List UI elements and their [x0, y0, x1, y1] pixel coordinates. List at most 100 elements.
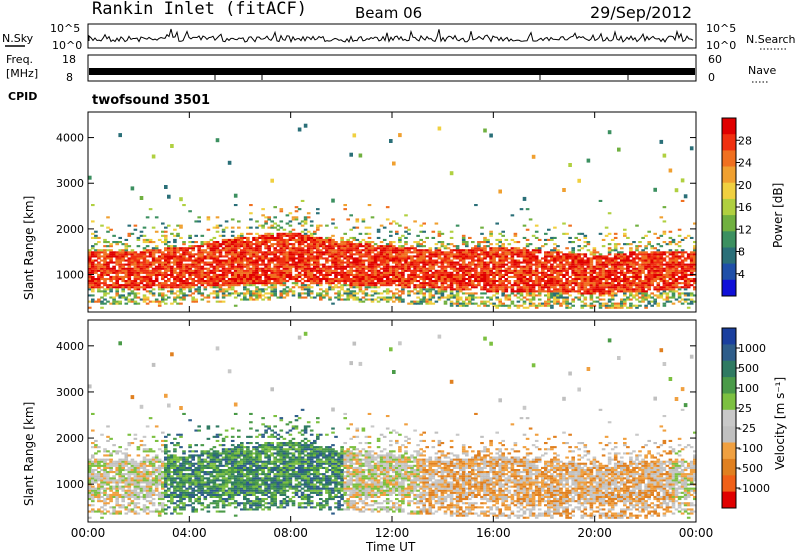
power-cell — [647, 296, 651, 299]
power-cell — [103, 282, 107, 285]
power-cell — [313, 296, 317, 299]
power-cell — [179, 298, 183, 301]
power-cell — [364, 294, 369, 297]
power-cell — [209, 280, 214, 283]
power-cell — [617, 257, 621, 260]
power-cell — [221, 249, 226, 252]
power-cell — [352, 133, 357, 138]
power-cell — [279, 208, 284, 211]
power-cell — [516, 251, 521, 254]
power-cell — [449, 273, 454, 276]
power-cell — [498, 253, 502, 256]
power-cell — [525, 257, 530, 260]
power-cell — [309, 267, 314, 270]
power-cell — [659, 216, 664, 219]
power-cell — [416, 251, 420, 254]
power-cell — [176, 302, 180, 305]
power-cell — [574, 255, 578, 258]
power-cell — [270, 178, 274, 183]
power-cell — [471, 247, 475, 250]
power-cell — [629, 304, 633, 307]
power-cell — [261, 273, 265, 276]
power-cell — [337, 261, 341, 264]
power-cell — [449, 280, 454, 283]
power-cell — [139, 257, 144, 260]
power-cell — [465, 263, 469, 266]
power-cell — [246, 278, 250, 281]
power-cell — [358, 241, 363, 244]
power-cell — [534, 304, 539, 307]
power-cell — [352, 286, 357, 289]
power-cell — [376, 236, 381, 239]
power-cell — [501, 294, 505, 297]
power-cell — [182, 292, 186, 295]
power-cell — [367, 255, 372, 258]
power-cell — [613, 255, 618, 258]
power-cell — [592, 304, 597, 307]
power-cell — [273, 290, 277, 293]
power-cell — [179, 302, 183, 305]
power-cell — [215, 226, 220, 229]
power-cell — [401, 245, 405, 248]
power-cell — [200, 243, 205, 246]
power-cell — [352, 275, 357, 278]
power-cell — [112, 298, 116, 301]
power-cell — [461, 257, 466, 260]
power-cell — [385, 253, 390, 256]
power-cell — [680, 238, 685, 241]
power-cell — [589, 265, 594, 268]
power-cell — [501, 290, 505, 293]
power-cell — [513, 259, 518, 262]
power-cell — [331, 261, 335, 264]
power-cell — [264, 222, 268, 225]
power-cell — [197, 280, 201, 283]
power-cell — [385, 261, 390, 264]
power-cell — [431, 255, 436, 258]
power-cell — [182, 280, 186, 283]
power-cell — [568, 261, 572, 264]
power-cell — [571, 267, 575, 270]
power-cell — [255, 290, 259, 293]
power-cell — [303, 216, 308, 219]
power-cell — [519, 249, 524, 252]
power-cell — [355, 298, 360, 301]
power-cell — [273, 294, 277, 297]
power-cell — [157, 251, 162, 254]
power-cell — [227, 278, 232, 281]
power-cell — [161, 288, 165, 291]
power-cell — [334, 284, 338, 287]
power-cell — [349, 247, 353, 250]
power-cell — [656, 259, 661, 262]
power-cell — [419, 271, 423, 274]
power-cell — [416, 300, 420, 303]
power-cell — [662, 251, 667, 254]
power-cell — [258, 257, 262, 260]
power-cell — [103, 255, 107, 258]
power-cell — [659, 253, 664, 256]
power-cell — [662, 232, 667, 235]
power-cell — [583, 286, 588, 289]
power-cell — [340, 298, 344, 301]
power-cell — [358, 259, 363, 262]
power-cell — [550, 238, 554, 241]
power-cell — [379, 257, 384, 260]
power-cell — [367, 251, 372, 254]
power-cell — [544, 286, 548, 289]
power-cell — [422, 275, 426, 278]
power-cell — [240, 269, 244, 272]
power-cell — [461, 265, 466, 268]
power-cell — [328, 249, 332, 252]
power-cell — [483, 236, 487, 239]
power-cell — [583, 290, 588, 293]
power-cell — [325, 265, 329, 268]
power-cell — [316, 259, 320, 262]
power-cell — [255, 220, 259, 223]
power-cell — [148, 284, 153, 287]
power-cell — [468, 253, 472, 256]
power-cell — [127, 278, 132, 281]
power-cell — [361, 269, 366, 272]
power-cell — [601, 265, 606, 268]
power-cell — [215, 280, 220, 283]
power-cell — [449, 263, 454, 266]
